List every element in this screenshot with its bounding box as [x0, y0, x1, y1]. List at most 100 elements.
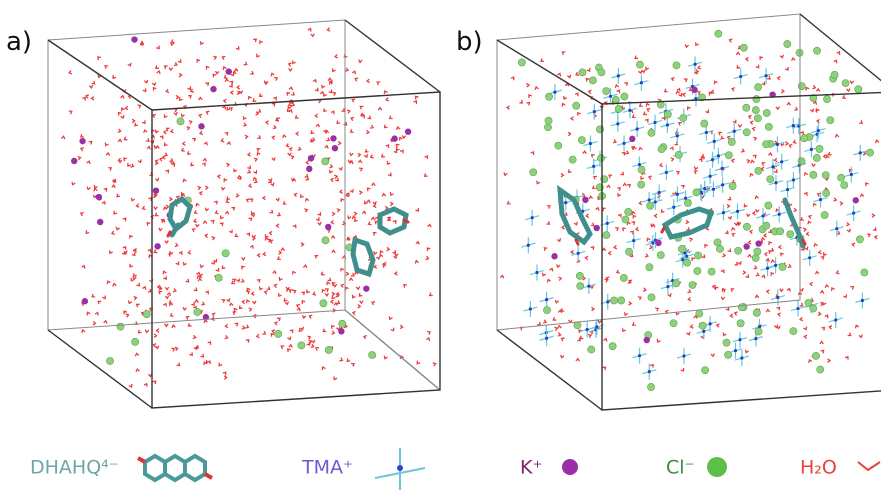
- tma-n: [527, 244, 530, 247]
- cl-ion: [597, 155, 604, 162]
- tma-n: [761, 214, 764, 217]
- cl-ion: [762, 141, 769, 148]
- tma-n: [606, 222, 609, 225]
- k-ion: [325, 224, 331, 230]
- cl-ion: [615, 105, 622, 112]
- tma-n: [622, 142, 625, 145]
- cl-ion: [530, 169, 537, 176]
- cl-ion: [222, 250, 229, 257]
- tma-n: [531, 216, 534, 219]
- cl-ion: [822, 172, 829, 179]
- tma-n: [834, 318, 837, 321]
- cl-ion: [625, 208, 632, 215]
- cl-ion: [755, 167, 762, 174]
- tma-n: [817, 129, 820, 132]
- tma-n: [861, 299, 864, 302]
- cl-ion: [723, 339, 730, 346]
- tma-n: [734, 349, 737, 352]
- cl-ion: [805, 299, 812, 306]
- tma-n: [717, 154, 720, 157]
- cl-ion: [544, 124, 551, 131]
- tma-n: [666, 285, 669, 288]
- tma-n: [754, 337, 757, 340]
- k-ion: [582, 197, 588, 203]
- tma-n: [632, 239, 635, 242]
- tma-n: [616, 122, 619, 125]
- cl-ion: [647, 202, 654, 209]
- tma-n: [713, 140, 716, 143]
- tma-n: [774, 181, 777, 184]
- tma-n: [666, 123, 669, 126]
- atom: [662, 228, 664, 232]
- tma-n: [592, 165, 595, 168]
- cl-ion: [765, 123, 772, 130]
- cl-ion: [646, 264, 653, 271]
- tma-n: [819, 198, 822, 201]
- cl-ion: [545, 93, 552, 100]
- k-ion: [131, 36, 137, 42]
- cl-ion: [728, 138, 735, 145]
- tma-n: [586, 328, 589, 331]
- cl-ion: [588, 346, 595, 353]
- cl-ion: [714, 239, 721, 246]
- tma-n: [808, 256, 811, 259]
- k-ion: [551, 253, 557, 259]
- cl-ion: [696, 310, 703, 317]
- cl-ion: [693, 189, 700, 196]
- cl-ion: [737, 320, 744, 327]
- tma-n: [764, 74, 767, 77]
- tma-n: [529, 307, 532, 310]
- tma-n: [638, 354, 641, 357]
- cl-ion: [715, 30, 722, 37]
- cl-ion: [763, 109, 770, 116]
- tma-n: [628, 109, 631, 112]
- cl-ion: [798, 158, 805, 165]
- tma-n: [738, 338, 741, 341]
- cl-ion: [753, 95, 760, 102]
- tma-n: [589, 142, 592, 145]
- cl-ion: [738, 304, 745, 311]
- tma-n: [771, 165, 774, 168]
- cl-ion: [694, 267, 701, 274]
- cl-ion: [589, 77, 596, 84]
- atom: [576, 240, 578, 244]
- tma-n: [545, 337, 548, 340]
- tma-n: [705, 131, 708, 134]
- cl-ion: [743, 129, 750, 136]
- cl-ion: [755, 84, 762, 91]
- tma-n: [535, 271, 538, 274]
- cl-ion: [612, 96, 619, 103]
- cl-ion: [867, 149, 874, 156]
- tma-n: [545, 298, 548, 301]
- tma-n: [703, 187, 706, 190]
- cl-ion: [664, 111, 671, 118]
- tma-n: [577, 252, 580, 255]
- cl-ion: [320, 300, 327, 307]
- cl-ion: [755, 328, 762, 335]
- tma-n: [553, 91, 556, 94]
- tma-n: [766, 267, 769, 270]
- cl-ion: [813, 154, 820, 161]
- cl-ion: [855, 86, 862, 93]
- cl-ion: [763, 222, 770, 229]
- cl-ion: [856, 236, 863, 243]
- cl-ion: [543, 307, 550, 314]
- k-ion: [82, 298, 88, 304]
- k-ion: [96, 194, 102, 200]
- cl-ion: [177, 118, 184, 125]
- tma-n: [587, 284, 590, 287]
- cl-ion: [609, 343, 616, 350]
- cl-ion: [298, 342, 305, 349]
- tma-n: [792, 178, 795, 181]
- k-ion: [306, 166, 312, 172]
- cl-ion: [777, 228, 784, 235]
- cl-ion: [798, 83, 805, 90]
- cl-ion: [725, 152, 732, 159]
- cl-ion: [684, 259, 691, 266]
- cl-ion: [684, 199, 691, 206]
- k-ion: [629, 136, 635, 142]
- tma-n: [796, 307, 799, 310]
- tma-n: [676, 193, 679, 196]
- cl-ion: [657, 252, 664, 259]
- atom: [803, 240, 805, 244]
